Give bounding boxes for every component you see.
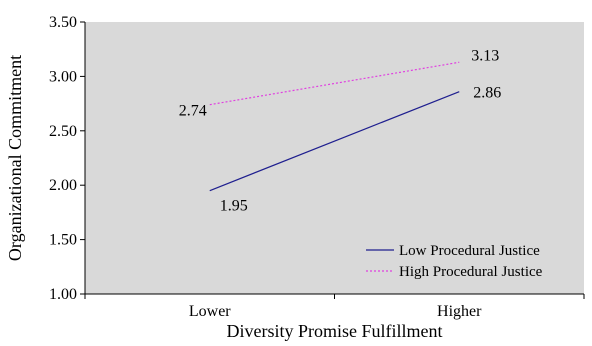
y-tick-label: 1.00 xyxy=(49,286,77,303)
legend-label: Low Procedural Justice xyxy=(399,243,540,259)
x-axis-title: Diversity Promise Fulfillment xyxy=(227,321,443,341)
x-axis: Lower Higher xyxy=(84,293,585,320)
y-axis: 1.00 1.50 2.00 2.50 3.00 3.50 xyxy=(49,14,86,303)
y-tick-label: 3.50 xyxy=(49,14,77,31)
y-axis-title: Organizational Commitment xyxy=(5,55,25,261)
data-label: 2.74 xyxy=(179,103,207,120)
y-tick-label: 1.50 xyxy=(49,232,77,249)
y-tick-label: 2.50 xyxy=(49,123,77,140)
x-tick-label: Higher xyxy=(437,303,482,320)
legend-label: High Procedural Justice xyxy=(399,264,543,280)
series-line-low-procedural-justice xyxy=(209,91,460,192)
x-tick-label: Lower xyxy=(189,303,231,320)
series-layer xyxy=(209,61,460,192)
data-label: 2.86 xyxy=(473,85,501,102)
legend: Low Procedural Justice High Procedural Ju… xyxy=(366,243,543,280)
y-tick-label: 2.00 xyxy=(49,177,77,194)
data-label: 1.95 xyxy=(220,198,248,215)
data-labels: 1.95 2.86 2.74 3.13 xyxy=(179,47,502,214)
data-label: 3.13 xyxy=(471,47,499,64)
y-tick-label: 3.00 xyxy=(49,68,77,85)
plot-area xyxy=(85,22,584,294)
